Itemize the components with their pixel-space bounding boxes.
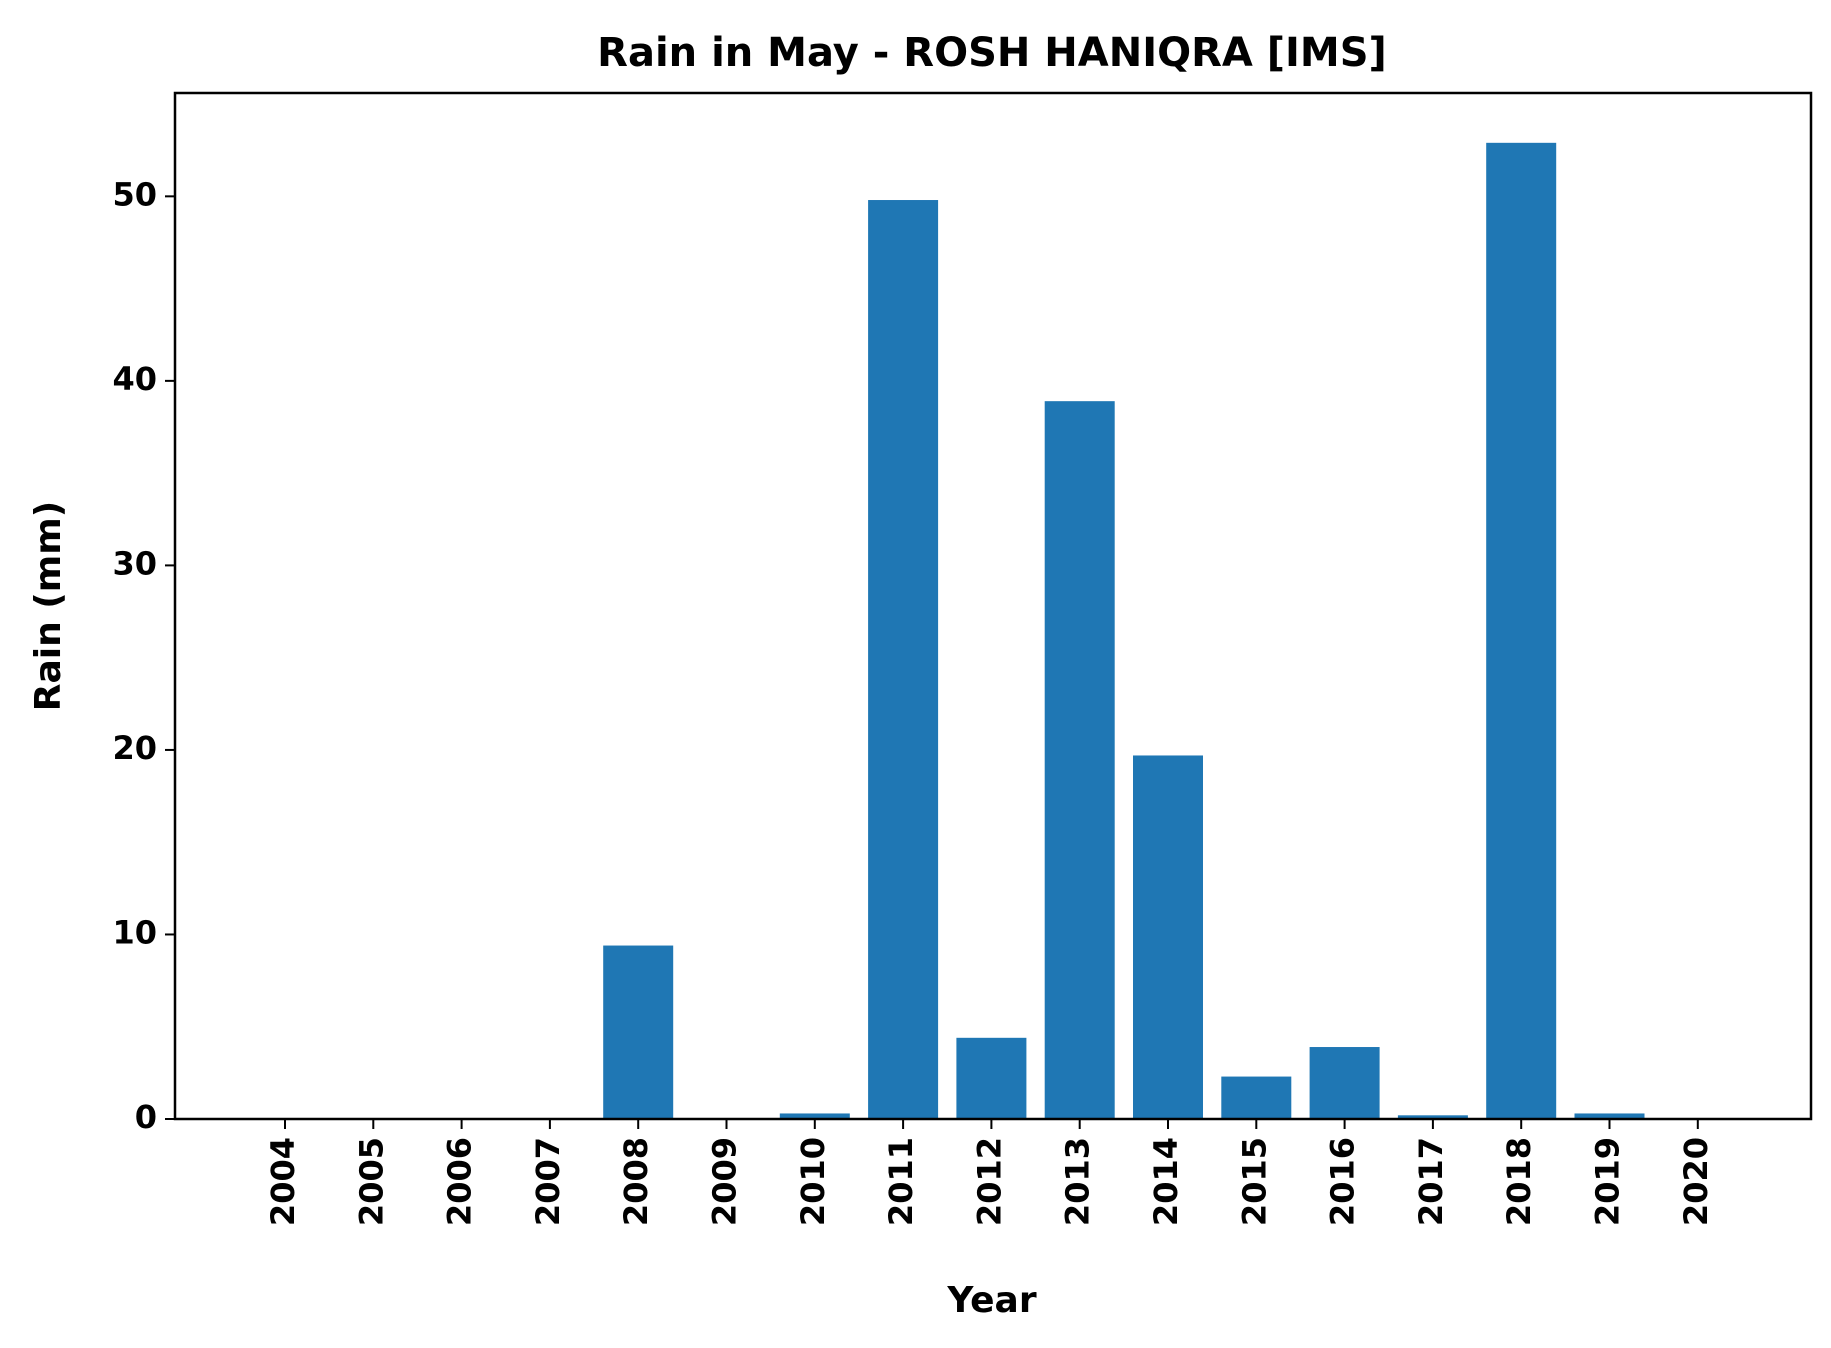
- bar-2015: [1221, 1076, 1292, 1119]
- x-tick-label-2009: 2009: [706, 1137, 744, 1226]
- x-tick-label-2020: 2020: [1677, 1137, 1715, 1226]
- x-axis-label: Year: [946, 1280, 1036, 1321]
- y-tick-label-40: 40: [112, 360, 157, 398]
- y-tick-label-10: 10: [112, 913, 157, 951]
- x-tick-label-2016: 2016: [1324, 1137, 1362, 1226]
- x-tick-label-2006: 2006: [441, 1137, 479, 1226]
- x-tick-label-2018: 2018: [1500, 1137, 1538, 1226]
- y-axis-label: Rain (mm): [28, 501, 69, 711]
- x-tick-label-2005: 2005: [352, 1137, 390, 1226]
- chart-title: Rain in May - ROSH HANIQRA [IMS]: [597, 30, 1387, 76]
- y-tick-label-20: 20: [112, 729, 157, 767]
- bar-2008: [603, 945, 674, 1119]
- x-tick-label-2014: 2014: [1147, 1137, 1185, 1226]
- x-tick-label-2019: 2019: [1589, 1137, 1627, 1226]
- x-tick-label-2013: 2013: [1059, 1137, 1097, 1226]
- bar-2017: [1397, 1115, 1468, 1119]
- x-tick-label-2007: 2007: [529, 1137, 567, 1226]
- x-tick-label-2010: 2010: [794, 1137, 832, 1226]
- bar-2011: [868, 200, 939, 1119]
- y-axis: 0 10 20 30 40 50: [112, 175, 175, 1136]
- y-tick-label-30: 30: [112, 544, 157, 582]
- x-tick-label-2008: 2008: [617, 1137, 655, 1226]
- y-tick-label-0: 0: [135, 1098, 157, 1136]
- bar-2019: [1574, 1113, 1645, 1119]
- bar-2013: [1044, 401, 1115, 1119]
- x-tick-label-2011: 2011: [882, 1137, 920, 1226]
- x-tick-label-2017: 2017: [1412, 1137, 1450, 1226]
- bar-2018: [1486, 142, 1557, 1119]
- bar-2012: [956, 1037, 1027, 1119]
- bar-2016: [1309, 1047, 1380, 1119]
- x-axis: 2004 2005 2006 2007 2008 2009 2010 2011 2012 2013…: [264, 1119, 1715, 1226]
- x-tick-label-2004: 2004: [264, 1137, 302, 1226]
- bar-2010: [779, 1113, 850, 1119]
- x-tick-label-2015: 2015: [1235, 1137, 1273, 1226]
- bars-layer: [603, 142, 1645, 1119]
- bar-2014: [1133, 755, 1203, 1119]
- x-tick-label-2012: 2012: [970, 1137, 1008, 1226]
- y-tick-label-50: 50: [112, 175, 157, 213]
- plot-area-frame: [173, 91, 1813, 1121]
